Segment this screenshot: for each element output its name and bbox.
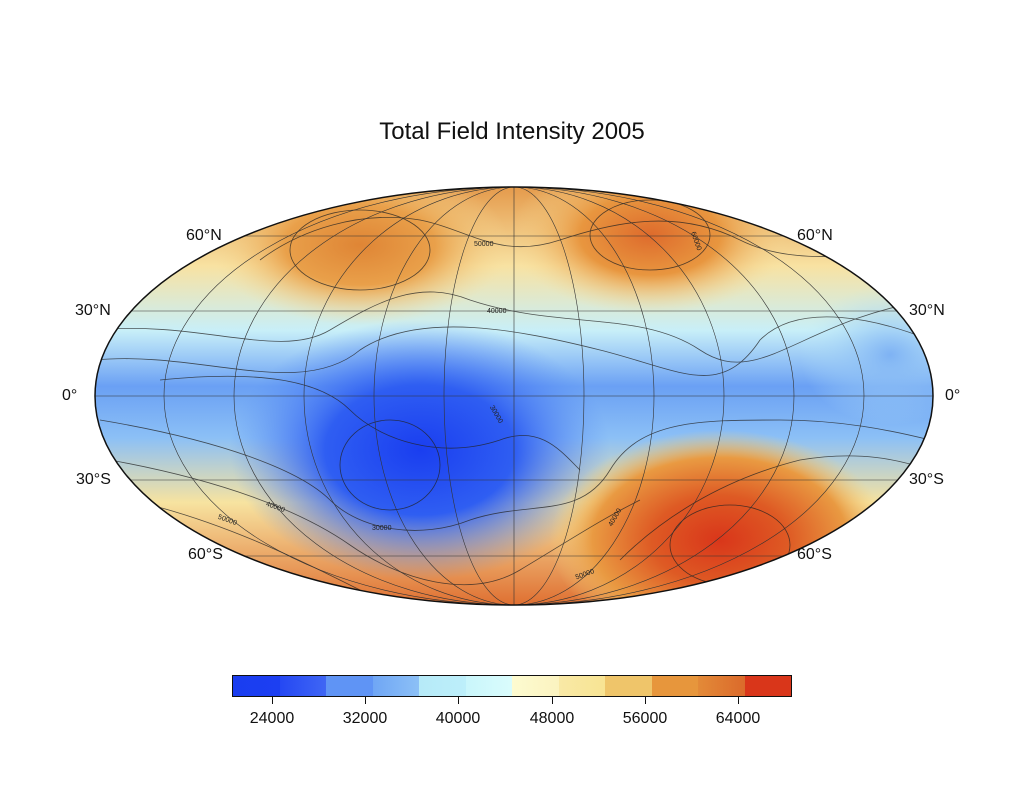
lat-label-left-60s: 60°S xyxy=(188,546,223,563)
lat-label-right-30n: 30°N xyxy=(909,302,945,319)
svg-text:30000: 30000 xyxy=(372,525,392,532)
lat-label-left-30n: 30°N xyxy=(75,302,111,319)
svg-text:50000: 50000 xyxy=(474,241,494,248)
lat-label-right-30s: 30°S xyxy=(909,471,944,488)
svg-text:40000: 40000 xyxy=(487,308,507,315)
colorbar-tick-label: 56000 xyxy=(622,710,668,727)
lat-label-right-60n: 60°N xyxy=(797,227,833,244)
colorbar-tick xyxy=(458,697,459,704)
colorbar xyxy=(232,675,792,697)
colorbar-tick xyxy=(272,697,273,704)
colorbar-tick xyxy=(645,697,646,704)
colorbar-tick-label: 64000 xyxy=(715,710,761,727)
colorbar-tick-label: 48000 xyxy=(529,710,575,727)
lat-label-left-0: 0° xyxy=(62,387,78,404)
colorbar-tick xyxy=(365,697,366,704)
colorbar-tick-label: 24000 xyxy=(249,710,295,727)
lat-label-left-30s: 30°S xyxy=(76,471,111,488)
colorbar-tick-label: 32000 xyxy=(342,710,388,727)
lat-label-left-60n: 60°N xyxy=(186,227,222,244)
colorbar-tick xyxy=(552,697,553,704)
colorbar-tick xyxy=(738,697,739,704)
chart-title: Total Field Intensity 2005 xyxy=(379,118,645,145)
colorbar-tick-label: 40000 xyxy=(435,710,481,727)
lat-label-right-0: 0° xyxy=(945,387,961,404)
lat-label-right-60s: 60°S xyxy=(797,546,832,563)
